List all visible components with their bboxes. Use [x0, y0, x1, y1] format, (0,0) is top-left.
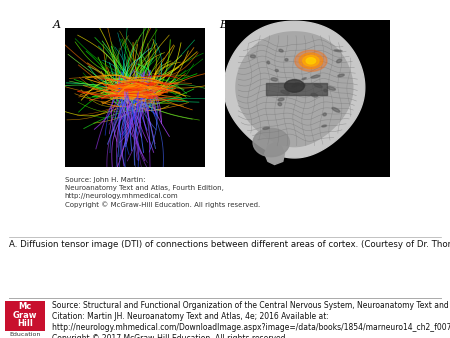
Ellipse shape: [250, 55, 256, 58]
Polygon shape: [224, 21, 365, 158]
Ellipse shape: [322, 125, 326, 127]
Polygon shape: [306, 58, 315, 64]
Ellipse shape: [253, 128, 289, 157]
Text: Education: Education: [9, 332, 41, 337]
Ellipse shape: [328, 87, 335, 90]
Polygon shape: [295, 50, 327, 71]
Polygon shape: [265, 143, 284, 165]
Text: A. Diffusion tensor image (DTI) of connections between different areas of cortex: A. Diffusion tensor image (DTI) of conne…: [9, 240, 450, 249]
Ellipse shape: [302, 78, 306, 80]
Text: Source: John H. Martin:
Neuroanatomy Text and Atlas, Fourth Edition,
http://neur: Source: John H. Martin: Neuroanatomy Tex…: [65, 177, 260, 208]
Ellipse shape: [281, 90, 289, 94]
Ellipse shape: [285, 58, 288, 61]
Ellipse shape: [337, 59, 342, 63]
Ellipse shape: [338, 74, 344, 77]
Text: Hill: Hill: [17, 319, 33, 329]
Ellipse shape: [292, 83, 299, 87]
Ellipse shape: [263, 127, 270, 129]
Ellipse shape: [278, 103, 282, 106]
Ellipse shape: [278, 98, 284, 101]
Ellipse shape: [311, 93, 318, 97]
Text: Graw: Graw: [13, 311, 37, 320]
Ellipse shape: [323, 113, 326, 116]
Ellipse shape: [332, 107, 340, 112]
Ellipse shape: [271, 78, 278, 81]
Ellipse shape: [275, 69, 278, 72]
Ellipse shape: [334, 50, 342, 51]
Polygon shape: [299, 53, 323, 69]
Ellipse shape: [267, 61, 270, 64]
Polygon shape: [236, 32, 353, 147]
Text: B: B: [220, 20, 228, 30]
Ellipse shape: [284, 80, 304, 92]
Text: A: A: [53, 20, 61, 30]
Text: Mc: Mc: [18, 303, 32, 311]
Polygon shape: [303, 55, 319, 66]
Ellipse shape: [324, 89, 327, 92]
Ellipse shape: [314, 84, 322, 88]
Text: Source: Structural and Functional Organization of the Central Nervous System, Ne: Source: Structural and Functional Organi…: [52, 301, 450, 338]
Ellipse shape: [311, 75, 320, 78]
Ellipse shape: [279, 49, 283, 52]
Ellipse shape: [300, 83, 306, 87]
